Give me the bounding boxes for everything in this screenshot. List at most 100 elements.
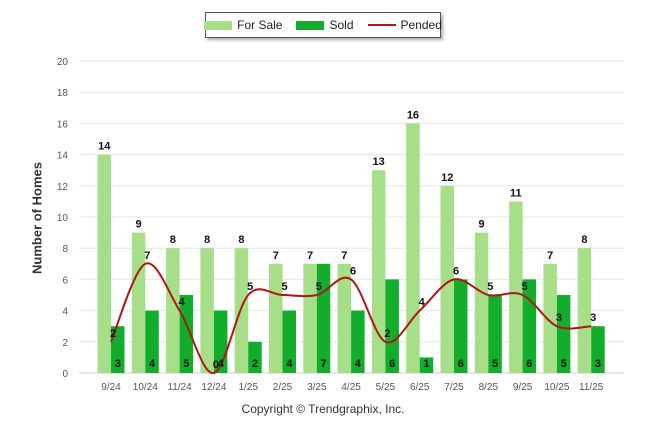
sold-data-label: 5 — [561, 358, 567, 370]
y-tick-label: 10 — [57, 213, 69, 224]
sold-data-label: 3 — [595, 358, 601, 370]
for-sale-bar — [200, 248, 214, 373]
for-sale-swatch — [204, 20, 233, 30]
sold-data-label: 5 — [492, 358, 498, 370]
sold-bar — [145, 310, 159, 373]
sold-bar — [454, 279, 468, 373]
sold-data-label: 5 — [183, 358, 189, 370]
y-tick-label: 0 — [62, 369, 68, 380]
sold-bar — [316, 263, 331, 373]
for-sale-bar — [371, 170, 386, 373]
pended-data-label: 0 — [213, 359, 219, 371]
legend-item-sold[interactable]: Sold — [296, 18, 354, 32]
copyright-text: Copyright © Trendgraphix, Inc. — [241, 402, 405, 416]
y-axis-ticks: 0 2 4 6 8 10 12 14 16 18 20 — [57, 57, 69, 380]
for-sale-bar — [474, 232, 489, 373]
legend-item-for-sale[interactable]: For Sale — [204, 18, 282, 32]
x-tick-label: 12/24 — [201, 382, 226, 393]
sold-bar — [488, 295, 502, 373]
x-tick-label: 10/24 — [133, 382, 158, 393]
pended-data-label: 6 — [453, 265, 459, 277]
for-sale-data-label: 14 — [98, 141, 111, 153]
for-sale-bar — [440, 185, 454, 373]
pended-data-label: 5 — [316, 281, 322, 293]
for-sale-bar — [166, 248, 180, 373]
pended-data-label: 3 — [556, 312, 562, 324]
sold-bar — [111, 326, 125, 373]
for-sale-data-label: 16 — [407, 109, 419, 121]
for-sale-data-label: 7 — [547, 250, 553, 262]
sold-data-label: 6 — [458, 358, 464, 370]
data-labels: 1432947854840825745775746136216141266955… — [98, 109, 601, 371]
sold-data-label: 4 — [286, 358, 293, 370]
sold-data-label: 4 — [218, 358, 225, 370]
sold-bar — [179, 295, 194, 373]
for-sale-bar — [269, 263, 283, 373]
for-sale-data-label: 9 — [135, 219, 141, 231]
x-tick-label: 9/24 — [101, 382, 121, 393]
sold-data-label: 2 — [252, 358, 258, 370]
for-sale-bar — [577, 248, 592, 373]
for-sale-bar — [543, 263, 557, 373]
y-tick-label: 14 — [57, 151, 69, 162]
x-tick-label: 5/25 — [376, 382, 396, 393]
sold-bar — [248, 341, 262, 373]
x-tick-label: 11/25 — [579, 382, 604, 393]
sold-data-label: 6 — [389, 358, 395, 370]
legend: For Sale Sold Pended — [204, 12, 442, 38]
for-sale-bar — [97, 154, 111, 373]
sold-bar — [419, 357, 434, 373]
legend-label-sold: Sold — [329, 18, 354, 32]
x-tick-label: 9/25 — [513, 382, 533, 393]
x-axis-ticks: 9/24 10/24 11/24 12/24 1/25 2/25 3/25 4/25 5/25 6… — [101, 382, 604, 393]
for-sale-data-label: 11 — [510, 187, 522, 199]
sold-bar — [282, 310, 296, 373]
legend-item-pended[interactable]: Pended — [367, 18, 442, 32]
y-tick-label: 2 — [62, 338, 68, 349]
for-sale-data-label: 8 — [170, 234, 176, 246]
for-sale-data-label: 8 — [581, 234, 587, 246]
sold-bar — [556, 295, 571, 373]
legend-label-pended: Pended — [400, 18, 442, 32]
pended-data-label: 4 — [419, 297, 426, 309]
x-tick-label: 10/25 — [544, 382, 569, 393]
for-sale-data-label: 7 — [273, 250, 279, 262]
pended-data-label: 5 — [281, 281, 287, 293]
y-axis-title: Number of Homes — [29, 162, 45, 274]
y-tick-label: 16 — [57, 119, 69, 130]
pended-data-label: 2 — [384, 328, 390, 340]
sold-bar — [351, 310, 365, 373]
for-sale-bar — [337, 263, 352, 373]
for-sale-data-label: 8 — [238, 234, 244, 246]
sold-bar — [591, 326, 605, 373]
pended-data-label: 5 — [522, 281, 528, 293]
for-sale-data-label: 8 — [204, 234, 210, 246]
sold-data-label: 1 — [423, 358, 429, 370]
x-tick-label: 2/25 — [273, 382, 293, 393]
x-tick-label: 7/25 — [444, 382, 464, 393]
pended-data-label: 6 — [350, 265, 356, 277]
y-tick-label: 18 — [57, 88, 69, 99]
sold-bar — [385, 279, 399, 373]
pended-data-label: 4 — [179, 297, 186, 309]
sold-data-label: 3 — [115, 358, 121, 370]
sold-swatch — [296, 20, 325, 30]
for-sale-bar — [303, 263, 317, 373]
x-tick-label: 11/24 — [167, 382, 192, 393]
sold-data-label: 7 — [320, 358, 326, 370]
for-sale-data-label: 12 — [441, 172, 453, 184]
x-tick-label: 8/25 — [479, 382, 499, 393]
pended-data-label: 3 — [590, 312, 596, 324]
bars — [97, 123, 605, 374]
pended-data-label: 7 — [144, 250, 150, 262]
x-tick-label: 1/25 — [238, 382, 258, 393]
y-tick-label: 4 — [62, 307, 68, 318]
pended-data-label: 5 — [487, 281, 493, 293]
for-sale-data-label: 7 — [307, 250, 313, 262]
pended-data-label: 2 — [110, 328, 116, 340]
sold-data-label: 4 — [149, 358, 156, 370]
pended-swatch — [367, 24, 396, 26]
for-sale-data-label: 13 — [373, 156, 385, 168]
